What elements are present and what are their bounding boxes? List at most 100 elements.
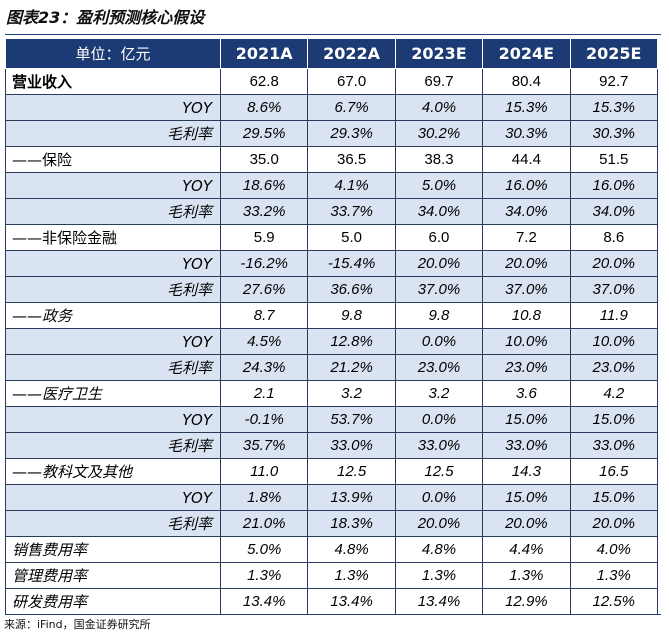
table-row: YOY 1.8% 13.9% 0.0% 15.0% 15.0%: [5, 484, 658, 511]
table-row: YOY 18.6% 4.1% 5.0% 16.0% 16.0%: [5, 172, 658, 199]
value-cell: 12.9%: [482, 588, 571, 615]
source-note: 来源：iFind，国金证券研究所: [4, 618, 151, 631]
value-cell: 18.6%: [219, 172, 309, 199]
value-cell: 21.2%: [307, 354, 396, 381]
value-cell: 0.0%: [394, 328, 484, 355]
value-cell: 20.0%: [482, 250, 571, 277]
value-cell: 20.0%: [394, 250, 484, 277]
table-row: YOY -16.2% -15.4% 20.0% 20.0% 20.0%: [5, 250, 658, 277]
table-row: ——教科文及其他 11.0 12.5 12.5 14.3 16.5: [5, 458, 658, 485]
value-cell: 4.2: [569, 380, 658, 407]
value-cell: 15.3%: [569, 94, 658, 121]
table-row: 毛利率 33.2% 33.7% 34.0% 34.0% 34.0%: [5, 198, 658, 225]
row-label: YOY: [5, 484, 221, 511]
value-cell: 16.0%: [482, 172, 571, 199]
figure-title: 图表23：盈利预测核心假设: [6, 8, 205, 27]
value-cell: 8.6%: [219, 94, 309, 121]
value-cell: 37.0%: [394, 276, 484, 303]
row-label: 毛利率: [5, 354, 221, 381]
value-cell: 15.0%: [569, 484, 658, 511]
value-cell: -0.1%: [219, 406, 309, 433]
value-cell: 18.3%: [307, 510, 396, 537]
value-cell: 23.0%: [482, 354, 571, 381]
value-cell: 1.3%: [307, 562, 396, 589]
value-cell: 15.0%: [482, 406, 571, 433]
value-cell: 4.0%: [569, 536, 658, 563]
value-cell: 30.3%: [569, 120, 658, 147]
row-label: YOY: [5, 94, 221, 121]
value-cell: 6.0: [394, 224, 484, 251]
value-cell: 7.2: [482, 224, 571, 251]
row-label: YOY: [5, 172, 221, 199]
value-cell: 29.5%: [219, 120, 309, 147]
value-cell: 20.0%: [482, 510, 571, 537]
table-row: ——非保险金融 5.9 5.0 6.0 7.2 8.6: [5, 224, 658, 251]
table-row: YOY -0.1% 53.7% 0.0% 15.0% 15.0%: [5, 406, 658, 433]
value-cell: 6.7%: [307, 94, 396, 121]
header-year: 2022A: [307, 38, 396, 69]
value-cell: 20.0%: [569, 510, 658, 537]
value-cell: 16.5: [569, 458, 658, 485]
value-cell: 9.8: [394, 302, 484, 329]
value-cell: 33.0%: [482, 432, 571, 459]
value-cell: 12.8%: [307, 328, 396, 355]
value-cell: 35.0: [219, 146, 309, 173]
table-body: 营业收入 62.8 67.0 69.7 80.4 92.7 YOY 8.6% 6.7% 4.0% 1…: [5, 68, 658, 615]
value-cell: 23.0%: [569, 354, 658, 381]
title-rule: [5, 34, 661, 35]
value-cell: 9.8: [307, 302, 396, 329]
row-label: YOY: [5, 250, 221, 277]
value-cell: 4.0%: [394, 94, 484, 121]
value-cell: 34.0%: [394, 198, 484, 225]
value-cell: 1.3%: [569, 562, 658, 589]
table-row: 毛利率 24.3% 21.2% 23.0% 23.0% 23.0%: [5, 354, 658, 381]
value-cell: 13.4%: [394, 588, 484, 615]
value-cell: 62.8: [219, 68, 309, 95]
value-cell: 4.4%: [482, 536, 571, 563]
value-cell: 11.9: [569, 302, 658, 329]
value-cell: 30.2%: [394, 120, 484, 147]
value-cell: 33.0%: [307, 432, 396, 459]
row-label: YOY: [5, 328, 221, 355]
value-cell: 3.6: [482, 380, 571, 407]
table-row: 管理费用率 1.3% 1.3% 1.3% 1.3% 1.3%: [5, 562, 658, 589]
value-cell: 33.2%: [219, 198, 309, 225]
value-cell: 13.9%: [307, 484, 396, 511]
row-label: 销售费用率: [5, 536, 221, 563]
row-label: 毛利率: [5, 432, 221, 459]
value-cell: 10.0%: [482, 328, 571, 355]
row-label: 研发费用率: [5, 588, 221, 615]
row-label: ——非保险金融: [5, 224, 221, 251]
source-rule: [5, 614, 661, 615]
row-label: YOY: [5, 406, 221, 433]
value-cell: 27.6%: [219, 276, 309, 303]
value-cell: 34.0%: [569, 198, 658, 225]
value-cell: 4.1%: [307, 172, 396, 199]
row-label: 营业收入: [5, 68, 221, 95]
row-label: 毛利率: [5, 276, 221, 303]
table-row: 毛利率 29.5% 29.3% 30.2% 30.3% 30.3%: [5, 120, 658, 147]
header-row: 单位：亿元 2021A 2022A 2023E 2024E 2025E: [5, 38, 658, 69]
value-cell: 69.7: [394, 68, 484, 95]
value-cell: 13.4%: [219, 588, 309, 615]
value-cell: 5.9: [219, 224, 309, 251]
header-year: 2024E: [482, 38, 571, 69]
value-cell: 4.8%: [394, 536, 484, 563]
value-cell: 33.0%: [394, 432, 484, 459]
value-cell: 1.3%: [394, 562, 484, 589]
table-row: 毛利率 27.6% 36.6% 37.0% 37.0% 37.0%: [5, 276, 658, 303]
value-cell: 53.7%: [307, 406, 396, 433]
value-cell: 4.5%: [219, 328, 309, 355]
value-cell: 0.0%: [394, 484, 484, 511]
value-cell: 37.0%: [569, 276, 658, 303]
value-cell: 3.2: [394, 380, 484, 407]
value-cell: 36.5: [307, 146, 396, 173]
header-year: 2021A: [219, 38, 309, 69]
value-cell: 33.0%: [569, 432, 658, 459]
row-label: 管理费用率: [5, 562, 221, 589]
forecast-table: 单位：亿元 2021A 2022A 2023E 2024E 2025E 营业收入…: [5, 38, 658, 615]
value-cell: 51.5: [569, 146, 658, 173]
value-cell: 29.3%: [307, 120, 396, 147]
table-row: 销售费用率 5.0% 4.8% 4.8% 4.4% 4.0%: [5, 536, 658, 563]
row-label: ——医疗卫生: [5, 380, 221, 407]
